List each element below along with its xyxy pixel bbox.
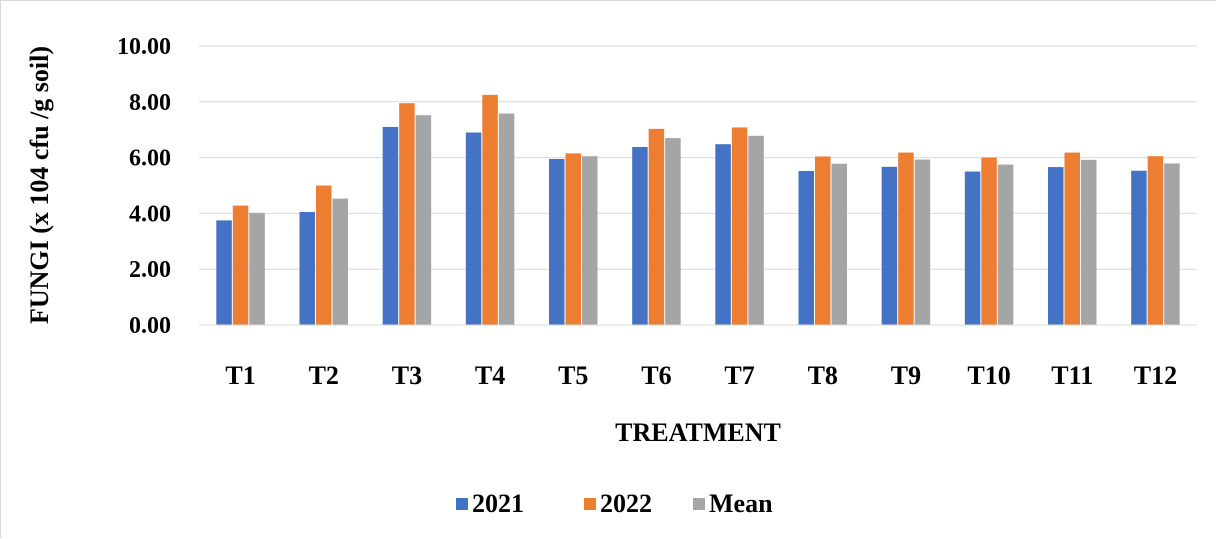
- bars: [216, 94, 1180, 326]
- bar-t12-2022: [1147, 156, 1164, 325]
- y-tick-label: 2.00: [129, 257, 171, 283]
- legend: 2021 2022 Mean: [456, 489, 773, 518]
- bar-t1-2022: [232, 205, 249, 325]
- bar-t4-mean: [498, 113, 515, 326]
- bar-t9-2022: [898, 152, 914, 325]
- legend-swatch-mean: [693, 498, 705, 510]
- x-tick-label: T11: [1051, 361, 1093, 390]
- bar-t6-2022: [648, 128, 665, 325]
- gridlines: [199, 45, 1197, 270]
- bar-t11-mean: [1081, 159, 1097, 325]
- legend-swatch-2022: [584, 498, 596, 510]
- bar-t6-2021: [632, 147, 648, 325]
- bar-t7-2022: [731, 127, 748, 325]
- bar-t6-mean: [665, 138, 681, 325]
- legend-label-2022: 2022: [600, 489, 652, 518]
- y-axis-ticks: 0.00 2.00 4.00 6.00 8.00 10.00: [117, 34, 171, 339]
- bar-t10-2021: [964, 171, 981, 325]
- x-axis-title: TREATMENT: [615, 418, 781, 447]
- bar-t1-2021: [216, 220, 232, 326]
- bar-t8-2021: [798, 170, 814, 325]
- bar-t9-2021: [881, 166, 898, 325]
- bar-t10-mean: [997, 164, 1014, 325]
- x-tick-label: T8: [808, 361, 838, 390]
- bar-t8-2022: [815, 156, 831, 325]
- bar-t5-mean: [582, 156, 598, 325]
- y-tick-label: 0.00: [129, 313, 171, 339]
- bar-t5-2021: [549, 159, 565, 325]
- x-tick-label: T2: [309, 361, 339, 390]
- bar-t2-mean: [332, 198, 348, 325]
- bar-t11-2021: [1048, 167, 1064, 325]
- legend-label-mean: Mean: [709, 489, 773, 518]
- bar-t4-2022: [482, 94, 498, 325]
- y-axis-title: FUNGI (x 104 cfu /g soil): [25, 46, 54, 324]
- bar-t11-2022: [1064, 152, 1080, 325]
- x-tick-label: T1: [225, 361, 255, 390]
- y-tick-label: 8.00: [129, 90, 171, 116]
- x-tick-label: T10: [967, 361, 1010, 390]
- x-axis-categories: T1 T2 T3 T4 T5 T6 T7 T8 T9 T10 T11 T12: [225, 361, 1177, 390]
- bar-t3-2022: [399, 103, 415, 325]
- legend-swatch-2021: [456, 498, 468, 510]
- bar-t3-mean: [415, 115, 432, 325]
- x-tick-label: T7: [724, 361, 754, 390]
- bar-t2-2022: [316, 185, 332, 325]
- bar-t7-mean: [748, 135, 764, 325]
- y-tick-label: 10.00: [117, 34, 171, 60]
- legend-label-2021: 2021: [472, 489, 524, 518]
- x-tick-label: T6: [641, 361, 671, 390]
- bar-t7-2021: [715, 144, 731, 325]
- x-tick-label: T5: [558, 361, 588, 390]
- bar-t9-mean: [914, 159, 931, 325]
- bar-t1-mean: [249, 212, 265, 325]
- x-tick-label: T3: [392, 361, 422, 390]
- bar-t12-mean: [1164, 163, 1180, 325]
- bar-t2-2021: [299, 212, 315, 325]
- bar-t10-2022: [981, 157, 997, 325]
- bar-t8-mean: [831, 163, 847, 325]
- bar-t12-2021: [1131, 170, 1147, 325]
- bar-t4-2021: [465, 132, 482, 325]
- bar-t5-2022: [565, 153, 581, 325]
- y-tick-label: 4.00: [129, 201, 171, 227]
- x-tick-label: T9: [891, 361, 921, 390]
- x-tick-label: T12: [1134, 361, 1177, 390]
- x-tick-label: T4: [475, 361, 505, 390]
- y-tick-label: 6.00: [129, 146, 171, 172]
- bar-t3-2021: [382, 126, 399, 325]
